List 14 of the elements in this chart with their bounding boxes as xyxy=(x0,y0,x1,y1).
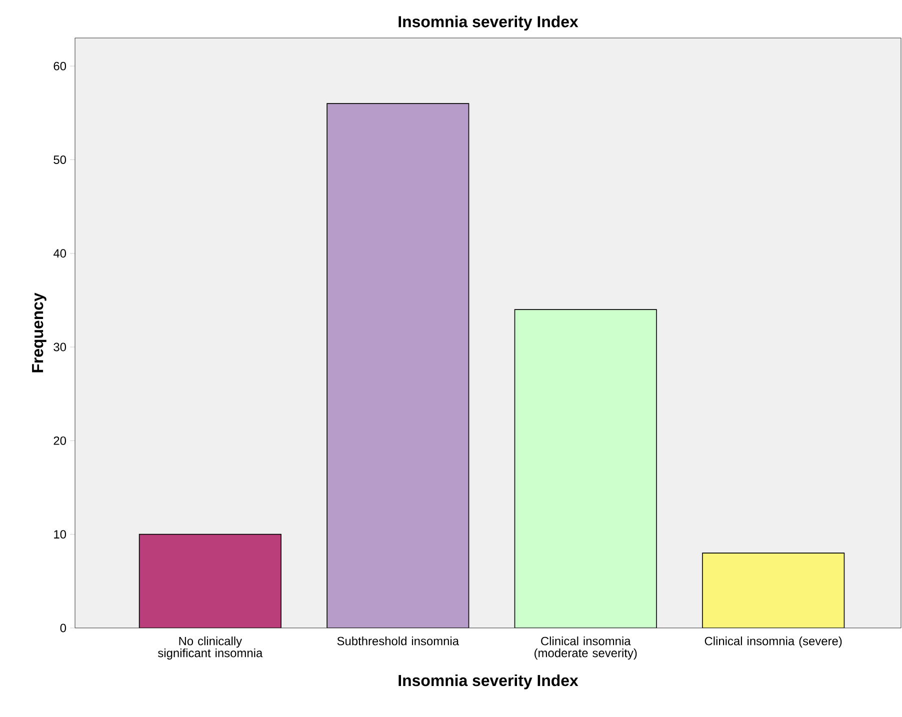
y-tick-label: 40 xyxy=(53,249,66,258)
x-tick-label: Clinical insomnia (moderate severity) xyxy=(534,636,637,660)
y-axis-title: Frequency xyxy=(32,292,46,372)
y-tick-label: 0 xyxy=(60,624,66,632)
x-tick-label: Clinical insomnia (severe) xyxy=(704,636,842,648)
x-axis-title: Insomnia severity Index xyxy=(398,674,578,690)
y-tick-label: 30 xyxy=(54,342,66,352)
y-tick-label: 60 xyxy=(54,62,66,70)
y-tick-label: 50 xyxy=(54,156,66,164)
chart-title: Insomnia severity Index xyxy=(398,16,578,30)
x-tick-label: Subthreshold insomnia xyxy=(337,636,460,646)
y-tick-label: 20 xyxy=(54,436,66,445)
x-tick-label: No clinically significant insomnia xyxy=(158,636,263,660)
y-tick-label: 10 xyxy=(54,530,66,539)
